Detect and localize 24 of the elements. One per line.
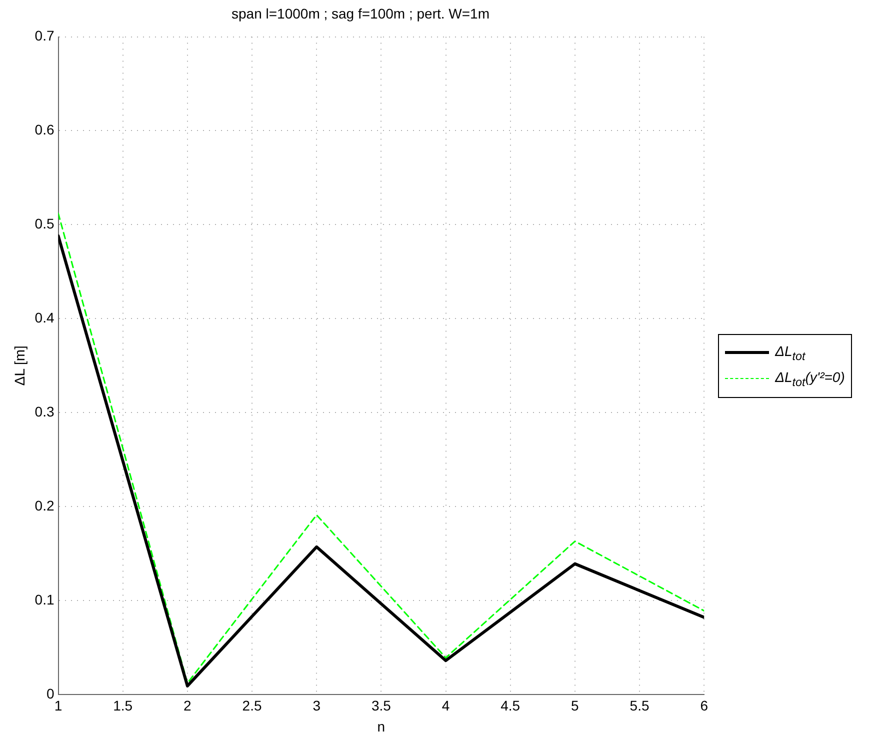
y-tick-label: 0.1: [34, 591, 54, 608]
y-tick-label: 0.7: [34, 28, 54, 44]
y-tick-label: 0.3: [34, 403, 54, 420]
x-tick-label: 6: [700, 698, 708, 714]
x-tick-label: 4.5: [500, 698, 520, 714]
x-tick-label: 1.5: [113, 698, 133, 714]
x-tick-label: 5.5: [630, 698, 650, 714]
x-tick-label: 3: [312, 698, 321, 714]
y-tick-label: 0.6: [34, 122, 54, 138]
x-tick-label: 4: [442, 698, 450, 714]
y-axis-title: ΔL [m]: [11, 346, 28, 386]
chart-title: span l=1000m ; sag f=100m ; pert. W=1m: [232, 5, 490, 22]
y-tick-label: 0.2: [34, 497, 54, 514]
x-tick-label: 2.5: [242, 698, 262, 714]
x-tick-label: 3.5: [371, 698, 392, 714]
y-tick-label: 0.4: [34, 309, 54, 326]
legend-label: ΔL$_{tot}$: [775, 342, 806, 362]
x-tick-label: 5: [571, 698, 580, 714]
x-tick-label: 2: [184, 698, 192, 714]
x-axis-title: n: [377, 718, 386, 734]
legend-label: ΔL$_{tot}$(y'²=0): [775, 368, 845, 388]
x-tick-label: 1: [54, 698, 62, 714]
y-tick-label: 0: [46, 685, 54, 702]
y-tick-label: 0.5: [34, 216, 54, 232]
